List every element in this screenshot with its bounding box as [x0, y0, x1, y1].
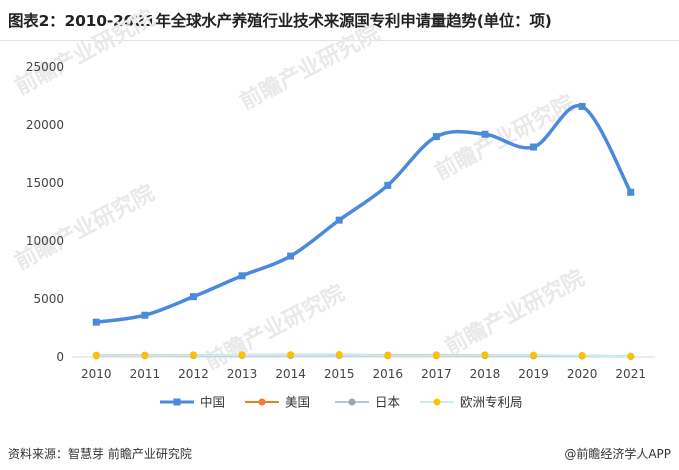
x-tick-label: 2019 — [518, 367, 549, 381]
data-point — [92, 351, 100, 359]
x-tick-label: 2011 — [130, 367, 161, 381]
legend-label: 美国 — [285, 395, 310, 410]
data-point — [287, 252, 295, 260]
x-tick-label: 2010 — [81, 367, 112, 381]
legend-item: 中国 — [160, 395, 225, 410]
x-tick-label: 2018 — [470, 367, 501, 381]
series-group — [92, 102, 635, 361]
x-tick-label: 2013 — [227, 367, 258, 381]
data-point — [287, 351, 295, 359]
data-point — [627, 188, 635, 196]
x-tick-label: 2014 — [275, 367, 306, 381]
watermark-text: 前瞻产业研究院 — [11, 5, 159, 100]
data-point — [578, 102, 586, 110]
data-point — [481, 130, 489, 138]
watermark-text: 前瞻产业研究院 — [441, 265, 589, 360]
x-tick-label: 2017 — [421, 367, 452, 381]
data-point — [92, 318, 100, 326]
legend-item: 日本 — [335, 395, 401, 410]
data-point — [335, 351, 343, 359]
data-point — [384, 181, 392, 189]
x-tick-label: 2015 — [324, 367, 355, 381]
legend: 中国 美国 日本 欧洲专利局 — [160, 395, 523, 410]
series-3 — [92, 351, 635, 360]
x-axis: 2010 2011 2012 2013 2014 2015 2016 2017 2018 2019… — [72, 356, 655, 381]
legend-marker — [173, 398, 181, 406]
y-tick-label: 25000 — [26, 60, 64, 74]
y-tick-label: 20000 — [26, 118, 64, 132]
legend-label: 日本 — [375, 395, 401, 410]
legend-marker — [348, 398, 356, 406]
data-point — [432, 351, 440, 359]
y-axis: 0 5000 10000 15000 20000 25000 — [26, 60, 64, 364]
data-point — [530, 143, 538, 151]
data-point — [627, 352, 635, 360]
data-point — [238, 272, 246, 280]
x-tick-label: 2021 — [615, 367, 646, 381]
title-divider — [0, 40, 679, 41]
legend-label: 中国 — [200, 395, 225, 410]
series-line — [95, 353, 632, 358]
legend-item: 美国 — [245, 395, 310, 410]
watermark-text: 前瞻产业研究院 — [201, 280, 349, 375]
watermark-text: 前瞻产业研究院 — [431, 90, 579, 185]
x-tick-label: 2020 — [567, 367, 598, 381]
data-point — [141, 311, 149, 319]
x-tick-label: 2012 — [178, 367, 209, 381]
data-point — [384, 351, 392, 359]
y-tick-label: 10000 — [26, 234, 64, 248]
data-point — [238, 351, 246, 359]
data-point — [481, 351, 489, 359]
brand-credit: @前瞻经济学人APP — [564, 447, 671, 461]
legend-marker — [433, 398, 441, 406]
data-point — [432, 133, 440, 141]
data-point — [335, 216, 343, 224]
data-point — [141, 351, 149, 359]
legend-label: 欧洲专利局 — [460, 395, 523, 410]
series-0 — [92, 102, 635, 326]
y-tick-label: 0 — [56, 350, 64, 364]
watermark-text: 前瞻产业研究院 — [11, 180, 159, 275]
data-point — [530, 351, 538, 359]
y-tick-label: 5000 — [33, 292, 64, 306]
legend-marker — [258, 398, 266, 406]
watermark-text: 前瞻产业研究院 — [236, 20, 384, 115]
legend-item: 欧洲专利局 — [420, 395, 523, 410]
data-point — [578, 352, 586, 360]
x-tick-label: 2016 — [373, 367, 404, 381]
data-point — [189, 293, 197, 301]
source-note: 资料来源：智慧芽 前瞻产业研究院 — [8, 447, 192, 461]
chart-title: 图表2：2010-2021年全球水产养殖行业技术来源国专利申请量趋势(单位：项) — [8, 12, 552, 30]
y-tick-label: 15000 — [26, 176, 64, 190]
data-point — [189, 351, 197, 359]
